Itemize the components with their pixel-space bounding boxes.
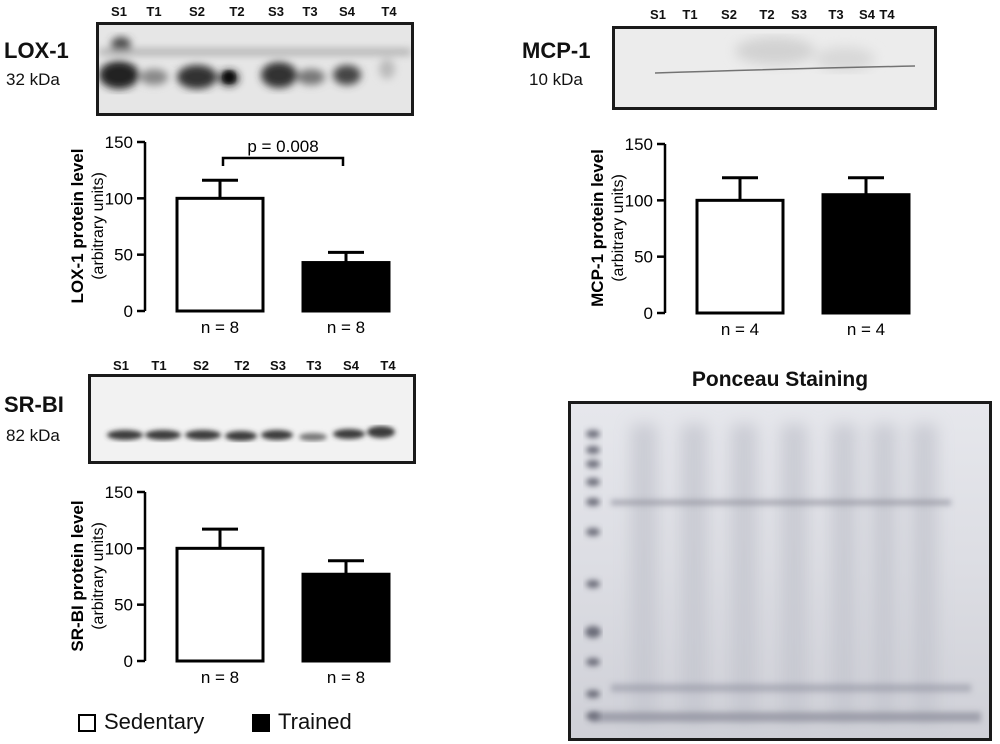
srbi-ylabel: SR-BI protein level bbox=[68, 500, 87, 651]
lox1-blot-image bbox=[96, 22, 414, 116]
y-tick-label: 50 bbox=[114, 246, 133, 265]
lane-label: T3 bbox=[828, 7, 844, 22]
error-bar bbox=[328, 559, 364, 575]
lox1-yticks: 0 50 100 150 bbox=[105, 133, 145, 321]
error-bar bbox=[848, 176, 884, 195]
lane-label: S2 bbox=[721, 7, 737, 22]
lane-label: T1 bbox=[146, 4, 162, 19]
x-tick-label: n = 8 bbox=[327, 318, 365, 337]
y-tick-label: 0 bbox=[644, 304, 653, 323]
legend-swatch-trained bbox=[252, 714, 270, 732]
lox1-xticks: n = 8 n = 8 bbox=[201, 318, 365, 337]
error-bar bbox=[328, 250, 364, 263]
lane-label: T4 bbox=[879, 7, 895, 22]
bar bbox=[301, 572, 391, 663]
lox1-significance-label: p = 0.008 bbox=[247, 137, 318, 156]
lane-label: S3 bbox=[791, 7, 807, 22]
srbi-xticks: n = 8 n = 8 bbox=[201, 668, 365, 687]
y-tick-label: 0 bbox=[124, 302, 133, 321]
y-tick-label: 0 bbox=[124, 652, 133, 671]
lane-label: S3 bbox=[268, 4, 284, 19]
y-tick-label: 50 bbox=[114, 596, 133, 615]
y-tick-label: 100 bbox=[105, 189, 133, 208]
srbi-ylabel-sub: (arbitrary units) bbox=[90, 522, 107, 630]
srbi-chart: 0 50 100 150 n = 8 n = 8 SR-BI protein level… bbox=[68, 483, 391, 687]
mcp1-blot-name: MCP-1 bbox=[522, 38, 591, 63]
mcp1-blot-image bbox=[612, 26, 937, 110]
bar bbox=[695, 198, 785, 315]
lane-label: S1 bbox=[113, 358, 129, 373]
mcp1-lane-labels: S1 T1 S2 T2 S3 T3 S4 T4 bbox=[643, 7, 913, 23]
x-tick-label: n = 8 bbox=[327, 668, 365, 687]
legend-swatch-sedentary bbox=[78, 714, 96, 732]
mcp1-xticks: n = 4 n = 4 bbox=[721, 320, 885, 339]
ponceau-title: Ponceau Staining bbox=[691, 368, 869, 391]
lane-label: T3 bbox=[306, 358, 322, 373]
bar bbox=[821, 193, 911, 315]
mcp1-ylabel-sub: (arbitrary units) bbox=[610, 174, 627, 282]
mcp1-ylabel: MCP-1 protein level bbox=[588, 149, 607, 307]
lane-label: T4 bbox=[380, 358, 396, 373]
y-tick-label: 100 bbox=[105, 539, 133, 558]
mcp1-yticks: 0 50 100 150 bbox=[625, 135, 665, 323]
lox1-bars bbox=[175, 178, 391, 313]
bar bbox=[175, 196, 265, 313]
lane-label: S4 bbox=[339, 4, 355, 19]
lane-label: T2 bbox=[229, 4, 245, 19]
bar bbox=[301, 261, 391, 313]
srbi-lane-labels: S1 T1 S2 T2 S3 T3 S4 T4 bbox=[106, 358, 416, 374]
srbi-blot-name: SR-BI bbox=[4, 392, 64, 417]
error-bar bbox=[202, 527, 238, 549]
y-tick-label: 150 bbox=[105, 483, 133, 502]
lane-label: S4 bbox=[343, 358, 359, 373]
srbi-bars bbox=[175, 527, 391, 663]
mcp1-chart: 0 50 100 150 n = 4 n = 4 MCP-1 protein level… bbox=[588, 135, 911, 339]
lane-label: S1 bbox=[111, 4, 127, 19]
error-bar bbox=[722, 176, 758, 201]
ponceau-stain-image bbox=[568, 401, 992, 741]
srbi-yticks: 0 50 100 150 bbox=[105, 483, 145, 671]
srbi-blot-kda: 82 kDa bbox=[6, 426, 60, 445]
lane-label: T2 bbox=[759, 7, 775, 22]
mcp1-bars bbox=[695, 176, 911, 315]
lox1-ylabel: LOX-1 protein level bbox=[68, 149, 87, 304]
lane-label: T1 bbox=[151, 358, 167, 373]
lane-label: T4 bbox=[381, 4, 397, 19]
bar bbox=[175, 546, 265, 663]
lane-label: S2 bbox=[193, 358, 209, 373]
lane-label: S1 bbox=[650, 7, 666, 22]
lox1-blot-name: LOX-1 bbox=[4, 38, 69, 63]
lane-label: T2 bbox=[234, 358, 250, 373]
x-tick-label: n = 8 bbox=[201, 318, 239, 337]
y-tick-label: 150 bbox=[625, 135, 653, 154]
lox1-blot-kda: 32 kDa bbox=[6, 70, 60, 89]
lane-label: S4 bbox=[859, 7, 875, 22]
legend-label-trained: Trained bbox=[278, 709, 352, 734]
y-tick-label: 150 bbox=[105, 133, 133, 152]
lane-label: T1 bbox=[682, 7, 698, 22]
y-tick-label: 50 bbox=[634, 248, 653, 267]
x-tick-label: n = 4 bbox=[721, 320, 759, 339]
lox1-lane-labels: S1 T1 S2 T2 S3 T3 S4 T4 bbox=[104, 4, 414, 20]
lox1-significance-bracket bbox=[221, 156, 345, 166]
x-tick-label: n = 4 bbox=[847, 320, 885, 339]
srbi-blot-image bbox=[88, 374, 416, 464]
lane-label: S3 bbox=[270, 358, 286, 373]
lane-label: T3 bbox=[302, 4, 318, 19]
lox1-ylabel-sub: (arbitrary units) bbox=[90, 172, 107, 280]
error-bar bbox=[202, 178, 238, 199]
x-tick-label: n = 8 bbox=[201, 668, 239, 687]
y-tick-label: 100 bbox=[625, 191, 653, 210]
lox1-chart: p = 0.008 0 50 100 150 n = 8 n = 8 LOX-1 pro… bbox=[68, 133, 391, 337]
lane-label: S2 bbox=[189, 4, 205, 19]
mcp1-blot-kda: 10 kDa bbox=[529, 70, 583, 89]
legend-label-sedentary: Sedentary bbox=[104, 709, 205, 734]
legend: Sedentary Trained bbox=[78, 709, 398, 739]
